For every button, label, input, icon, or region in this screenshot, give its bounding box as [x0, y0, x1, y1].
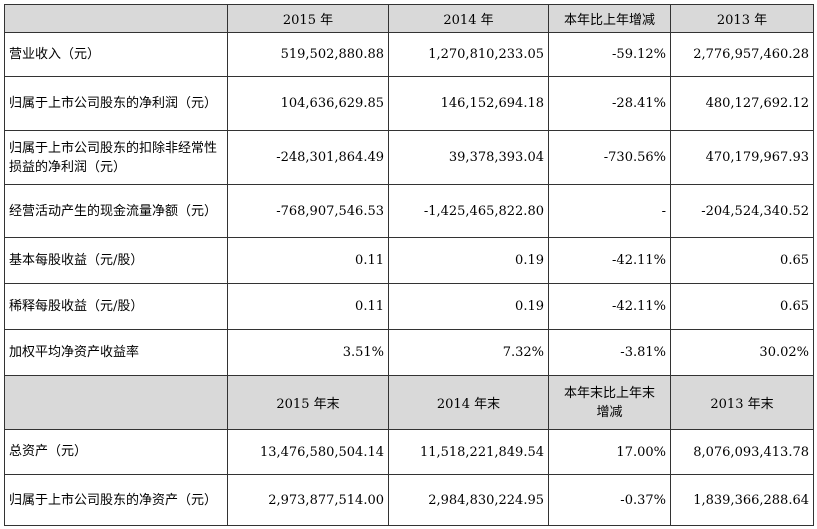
cell-2013: -204,524,340.52 — [670, 184, 814, 238]
cell-2014: -1,425,465,822.80 — [388, 184, 549, 238]
row-label: 总资产（元） — [4, 429, 228, 475]
table-row: 经营活动产生的现金流量净额（元） -768,907,546.53 -1,425,… — [4, 184, 814, 238]
cell-change: -0.37% — [548, 474, 671, 526]
row-label: 加权平均净资产收益率 — [4, 329, 228, 376]
table-row: 总资产（元） 13,476,580,504.14 11,518,221,849.… — [4, 429, 814, 475]
cell-change: -59.12% — [548, 32, 671, 77]
cell-2015: 519,502,880.88 — [227, 32, 389, 77]
header-cell-change-end: 本年末比上年末增减 — [548, 375, 671, 430]
row-label: 归属于上市公司股东的扣除非经常性损益的净利润（元） — [4, 130, 228, 185]
cell-2013: 0.65 — [670, 283, 814, 330]
cell-2013: 1,839,366,288.64 — [670, 474, 814, 526]
header-cell-blank — [4, 375, 228, 430]
table-row: 加权平均净资产收益率 3.51% 7.32% -3.81% 30.02% — [4, 329, 814, 376]
cell-2013: 470,179,967.93 — [670, 130, 814, 185]
cell-2015: 0.11 — [227, 237, 389, 284]
header-cell-2014-end: 2014 年末 — [388, 375, 549, 430]
header-row-annual: 2015 年 2014 年 本年比上年增减 2013 年 — [4, 4, 814, 33]
cell-2015: 3.51% — [227, 329, 389, 376]
header-cell-2014: 2014 年 — [388, 4, 549, 33]
cell-2013: 30.02% — [670, 329, 814, 376]
cell-2013: 8,076,093,413.78 — [670, 429, 814, 475]
cell-change: 17.00% — [548, 429, 671, 475]
cell-change: -28.41% — [548, 76, 671, 131]
cell-2014: 0.19 — [388, 237, 549, 284]
cell-2014: 39,378,393.04 — [388, 130, 549, 185]
table-row: 归属于上市公司股东的净资产（元） 2,973,877,514.00 2,984,… — [4, 474, 814, 526]
cell-2015: -248,301,864.49 — [227, 130, 389, 185]
table-row: 营业收入（元） 519,502,880.88 1,270,810,233.05 … — [4, 32, 814, 77]
header-cell-2013-end: 2013 年末 — [670, 375, 814, 430]
table-row: 基本每股收益（元/股） 0.11 0.19 -42.11% 0.65 — [4, 237, 814, 284]
row-label: 归属于上市公司股东的净利润（元） — [4, 76, 228, 131]
row-label: 稀释每股收益（元/股） — [4, 283, 228, 330]
cell-2013: 0.65 — [670, 237, 814, 284]
cell-2014: 0.19 — [388, 283, 549, 330]
cell-2014: 2,984,830,224.95 — [388, 474, 549, 526]
cell-2015: 2,973,877,514.00 — [227, 474, 389, 526]
cell-change: -42.11% — [548, 283, 671, 330]
cell-2015: 104,636,629.85 — [227, 76, 389, 131]
row-label: 基本每股收益（元/股） — [4, 237, 228, 284]
cell-2014: 1,270,810,233.05 — [388, 32, 549, 77]
cell-2015: 0.11 — [227, 283, 389, 330]
table-row: 归属于上市公司股东的扣除非经常性损益的净利润（元） -248,301,864.4… — [4, 130, 814, 185]
cell-2015: -768,907,546.53 — [227, 184, 389, 238]
cell-change: -3.81% — [548, 329, 671, 376]
header-cell-2015: 2015 年 — [227, 4, 389, 33]
cell-2015: 13,476,580,504.14 — [227, 429, 389, 475]
header-cell-2015-end: 2015 年末 — [227, 375, 389, 430]
cell-2013: 2,776,957,460.28 — [670, 32, 814, 77]
row-label: 营业收入（元） — [4, 32, 228, 77]
cell-change: -730.56% — [548, 130, 671, 185]
cell-change: -42.11% — [548, 237, 671, 284]
table-row: 稀释每股收益（元/股） 0.11 0.19 -42.11% 0.65 — [4, 283, 814, 330]
cell-2014: 11,518,221,849.54 — [388, 429, 549, 475]
cell-2013: 480,127,692.12 — [670, 76, 814, 131]
cell-2014: 146,152,694.18 — [388, 76, 549, 131]
financial-summary-table: 2015 年 2014 年 本年比上年增减 2013 年 营业收入（元） 519… — [4, 4, 814, 526]
header-cell-change: 本年比上年增减 — [548, 4, 671, 33]
cell-2014: 7.32% — [388, 329, 549, 376]
header-cell-2013: 2013 年 — [670, 4, 814, 33]
header-row-yearend: 2015 年末 2014 年末 本年末比上年末增减 2013 年末 — [4, 375, 814, 430]
row-label: 归属于上市公司股东的净资产（元） — [4, 474, 228, 526]
table-row: 归属于上市公司股东的净利润（元） 104,636,629.85 146,152,… — [4, 76, 814, 131]
cell-change: - — [548, 184, 671, 238]
header-cell-blank — [4, 4, 228, 33]
row-label: 经营活动产生的现金流量净额（元） — [4, 184, 228, 238]
